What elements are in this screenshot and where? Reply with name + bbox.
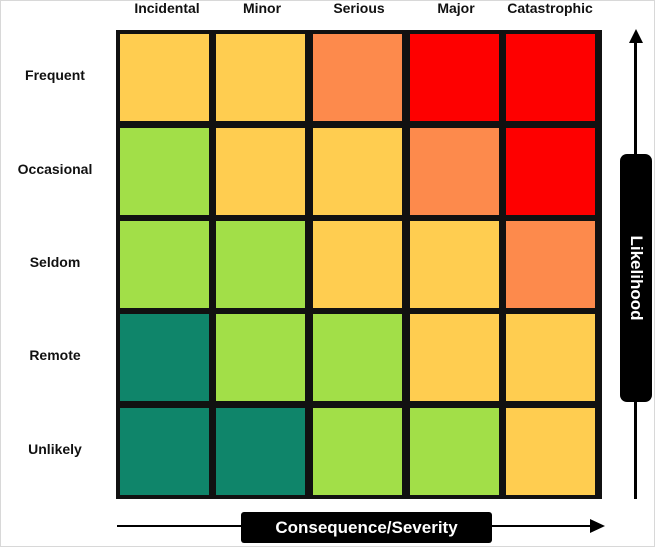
likelihood-axis-label: Likelihood [627, 235, 646, 321]
risk-cell-unlikely-incidental [120, 408, 209, 495]
risk-cell-unlikely-major [410, 408, 499, 495]
risk-cell-occasional-major [410, 128, 499, 215]
risk-cell-frequent-catastrophic [506, 34, 595, 121]
arrow-up-icon [629, 29, 643, 43]
risk-cell-seldom-minor [216, 221, 305, 308]
risk-cell-seldom-catastrophic [506, 221, 595, 308]
likelihood-header-remote: Remote [29, 347, 81, 363]
risk-cell-remote-catastrophic [506, 314, 595, 401]
risk-cell-unlikely-catastrophic [506, 408, 595, 495]
severity-header-incidental: Incidental [134, 0, 200, 16]
arrow-right-icon [590, 519, 605, 533]
consequence-axis-label: Consequence/Severity [241, 512, 492, 543]
severity-header-serious: Serious [333, 0, 385, 16]
severity-header-catastrophic: Catastrophic [507, 0, 593, 16]
likelihood-header-frequent: Frequent [25, 67, 85, 83]
risk-cell-occasional-minor [216, 128, 305, 215]
severity-header-major: Major [437, 0, 475, 16]
risk-matrix-grid [116, 30, 602, 499]
risk-cell-occasional-catastrophic [506, 128, 595, 215]
risk-cell-unlikely-minor [216, 408, 305, 495]
risk-cell-remote-major [410, 314, 499, 401]
risk-cell-occasional-incidental [120, 128, 209, 215]
risk-cell-frequent-major [410, 34, 499, 121]
risk-cell-remote-incidental [120, 314, 209, 401]
risk-cell-frequent-minor [216, 34, 305, 121]
risk-cell-frequent-serious [313, 34, 402, 121]
risk-cell-remote-minor [216, 314, 305, 401]
likelihood-header-unlikely: Unlikely [28, 441, 82, 457]
severity-header-minor: Minor [242, 0, 282, 16]
risk-cell-seldom-serious [313, 221, 402, 308]
risk-cell-seldom-incidental [120, 221, 209, 308]
likelihood-header-occasional: Occasional [17, 161, 93, 177]
risk-cell-unlikely-serious [313, 408, 402, 495]
risk-cell-remote-serious [313, 314, 402, 401]
likelihood-axis-label-box [620, 154, 652, 402]
risk-cell-seldom-major [410, 221, 499, 308]
risk-cell-frequent-incidental [120, 34, 209, 121]
likelihood-header-seldom: Seldom [29, 254, 81, 270]
risk-cell-occasional-serious [313, 128, 402, 215]
